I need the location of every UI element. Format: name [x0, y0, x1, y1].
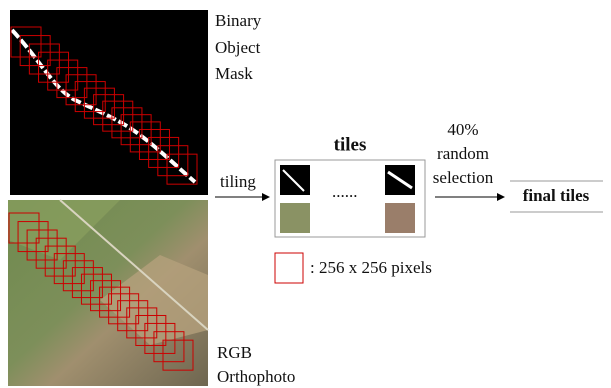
- photo-label: RGB: [217, 343, 252, 362]
- mask-label: Binary: [215, 11, 262, 30]
- arrowhead: [262, 193, 270, 201]
- tile-thumb: [385, 203, 415, 233]
- tile-thumb: [280, 203, 310, 233]
- tiling-label: tiling: [220, 172, 256, 191]
- final-label: final tiles: [523, 186, 590, 205]
- mask-label: Object: [215, 38, 261, 57]
- selection-label: random: [437, 144, 489, 163]
- arrowhead: [497, 193, 505, 201]
- tiles-title: tiles: [334, 134, 367, 155]
- figure: Binary Object Mask RGB Orthophoto tiling…: [0, 0, 611, 388]
- selection-label: selection: [433, 168, 494, 187]
- tile-thumb: [280, 165, 310, 195]
- tiles-ellipsis: ......: [332, 182, 358, 201]
- mask-label: Mask: [215, 64, 253, 83]
- selection-label: 40%: [447, 120, 478, 139]
- legend-label: : 256 x 256 pixels: [310, 258, 432, 277]
- photo-label: Orthophoto: [217, 367, 295, 386]
- legend-square: [275, 253, 303, 283]
